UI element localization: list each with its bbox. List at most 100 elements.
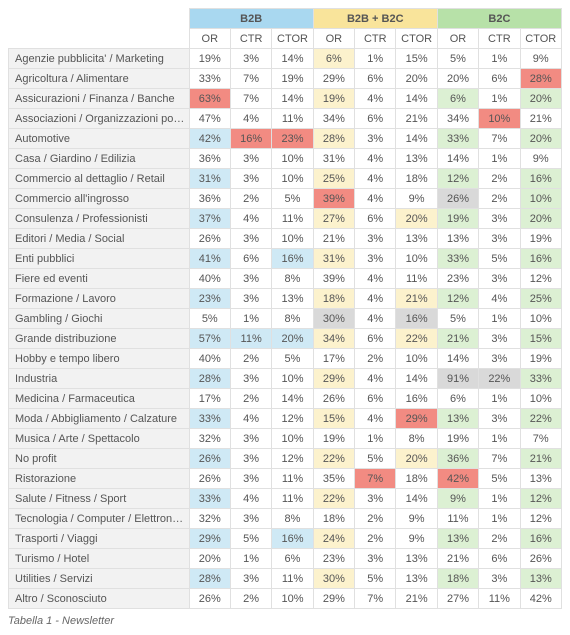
value-cell: 16% <box>520 249 561 269</box>
row-label: Industria <box>9 369 190 389</box>
table-row: Utilities / Servizi28%3%11%30%5%13%18%3%… <box>9 569 562 589</box>
value-cell: 3% <box>230 169 271 189</box>
value-cell: 3% <box>230 429 271 449</box>
metric-header: OR <box>437 29 478 49</box>
value-cell: 3% <box>230 149 271 169</box>
table-row: Salute / Fitness / Sport33%4%11%22%3%14%… <box>9 489 562 509</box>
value-cell: 4% <box>355 369 396 389</box>
table-row: Agricoltura / Alimentare33%7%19%29%6%20%… <box>9 69 562 89</box>
value-cell: 10% <box>272 149 313 169</box>
value-cell: 6% <box>355 109 396 129</box>
value-cell: 19% <box>313 429 354 449</box>
metric-header: CTR <box>355 29 396 49</box>
value-cell: 2% <box>230 389 271 409</box>
value-cell: 10% <box>396 249 437 269</box>
value-cell: 37% <box>189 209 230 229</box>
value-cell: 39% <box>313 189 354 209</box>
row-label: Formazione / Lavoro <box>9 289 190 309</box>
value-cell: 34% <box>313 109 354 129</box>
value-cell: 3% <box>355 489 396 509</box>
value-cell: 13% <box>520 569 561 589</box>
value-cell: 6% <box>313 49 354 69</box>
value-cell: 26% <box>520 549 561 569</box>
metric-header: OR <box>313 29 354 49</box>
value-cell: 15% <box>396 49 437 69</box>
corner-cell <box>9 29 190 49</box>
row-label: Commercio all'ingrosso <box>9 189 190 209</box>
value-cell: 32% <box>189 509 230 529</box>
value-cell: 34% <box>313 329 354 349</box>
value-cell: 21% <box>520 449 561 469</box>
value-cell: 20% <box>520 129 561 149</box>
value-cell: 16% <box>520 529 561 549</box>
value-cell: 19% <box>437 429 478 449</box>
row-label: Assicurazioni / Finanza / Banche <box>9 89 190 109</box>
value-cell: 31% <box>313 249 354 269</box>
table-row: Turismo / Hotel20%1%6%23%3%13%21%6%26% <box>9 549 562 569</box>
value-cell: 18% <box>396 169 437 189</box>
value-cell: 3% <box>230 509 271 529</box>
value-cell: 4% <box>355 149 396 169</box>
value-cell: 32% <box>189 429 230 449</box>
group-header: B2B + B2C <box>313 9 437 29</box>
value-cell: 4% <box>230 209 271 229</box>
value-cell: 57% <box>189 329 230 349</box>
table-row: Medicina / Farmaceutica17%2%14%26%6%16%6… <box>9 389 562 409</box>
value-cell: 9% <box>437 489 478 509</box>
metric-header: OR <box>189 29 230 49</box>
row-label: Utilities / Servizi <box>9 569 190 589</box>
table-row: Grande distribuzione57%11%20%34%6%22%21%… <box>9 329 562 349</box>
value-cell: 1% <box>355 49 396 69</box>
value-cell: 33% <box>189 489 230 509</box>
value-cell: 19% <box>313 89 354 109</box>
value-cell: 2% <box>230 589 271 609</box>
value-cell: 11% <box>479 589 520 609</box>
row-label: Agenzie pubblicita' / Marketing <box>9 49 190 69</box>
value-cell: 16% <box>230 129 271 149</box>
value-cell: 12% <box>437 169 478 189</box>
value-cell: 12% <box>520 489 561 509</box>
value-cell: 3% <box>355 549 396 569</box>
value-cell: 3% <box>479 229 520 249</box>
metric-header: CTOR <box>272 29 313 49</box>
table-row: Casa / Giardino / Edilizia36%3%10%31%4%1… <box>9 149 562 169</box>
value-cell: 14% <box>396 369 437 389</box>
value-cell: 6% <box>355 209 396 229</box>
value-cell: 31% <box>313 149 354 169</box>
metric-header: CTR <box>230 29 271 49</box>
value-cell: 23% <box>437 269 478 289</box>
value-cell: 22% <box>479 369 520 389</box>
table-row: Hobby e tempo libero40%2%5%17%2%10%14%3%… <box>9 349 562 369</box>
value-cell: 5% <box>479 249 520 269</box>
value-cell: 21% <box>396 589 437 609</box>
row-label: Musica / Arte / Spettacolo <box>9 429 190 449</box>
table-row: Enti pubblici41%6%16%31%3%10%33%5%16% <box>9 249 562 269</box>
value-cell: 6% <box>437 89 478 109</box>
value-cell: 3% <box>355 249 396 269</box>
value-cell: 3% <box>230 369 271 389</box>
row-label: Grande distribuzione <box>9 329 190 349</box>
value-cell: 16% <box>272 529 313 549</box>
value-cell: 30% <box>313 309 354 329</box>
value-cell: 23% <box>189 289 230 309</box>
table-row: Assicurazioni / Finanza / Banche63%7%14%… <box>9 89 562 109</box>
value-cell: 12% <box>437 289 478 309</box>
table-row: Industria28%3%10%29%4%14%91%22%33% <box>9 369 562 389</box>
value-cell: 6% <box>355 389 396 409</box>
value-cell: 9% <box>396 189 437 209</box>
value-cell: 3% <box>479 349 520 369</box>
value-cell: 10% <box>479 109 520 129</box>
value-cell: 2% <box>479 169 520 189</box>
value-cell: 21% <box>396 109 437 129</box>
value-cell: 6% <box>479 549 520 569</box>
value-cell: 16% <box>272 249 313 269</box>
value-cell: 7% <box>355 469 396 489</box>
value-cell: 7% <box>230 89 271 109</box>
value-cell: 36% <box>189 149 230 169</box>
value-cell: 34% <box>437 109 478 129</box>
value-cell: 33% <box>189 409 230 429</box>
value-cell: 7% <box>479 449 520 469</box>
row-label: Enti pubblici <box>9 249 190 269</box>
value-cell: 14% <box>396 129 437 149</box>
value-cell: 2% <box>230 349 271 369</box>
